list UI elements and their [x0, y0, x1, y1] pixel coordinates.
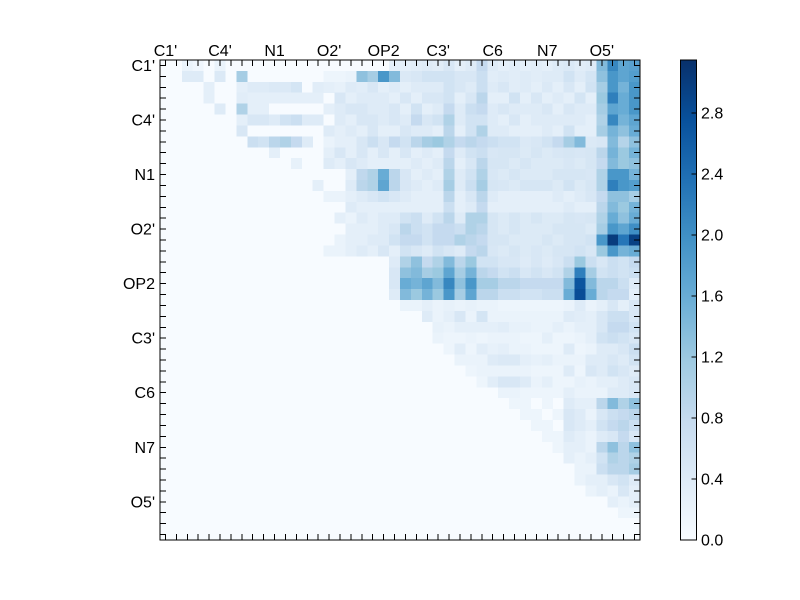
svg-text:2.8: 2.8 — [701, 106, 723, 123]
svg-text:0.8: 0.8 — [701, 411, 723, 428]
svg-text:O5': O5' — [590, 43, 614, 60]
svg-text:C3': C3' — [131, 331, 155, 348]
svg-text:OP2: OP2 — [123, 276, 155, 293]
svg-text:O2': O2' — [131, 222, 155, 239]
svg-text:0.0: 0.0 — [701, 533, 723, 550]
svg-text:0.4: 0.4 — [701, 472, 723, 489]
svg-text:N7: N7 — [135, 440, 156, 457]
svg-text:C3': C3' — [426, 43, 450, 60]
svg-text:N1: N1 — [264, 43, 285, 60]
svg-text:O5': O5' — [131, 494, 155, 511]
svg-text:2.4: 2.4 — [701, 167, 723, 184]
svg-text:C4': C4' — [131, 113, 155, 130]
svg-text:C1': C1' — [131, 58, 155, 75]
svg-text:OP2: OP2 — [368, 43, 400, 60]
svg-text:2.0: 2.0 — [701, 228, 723, 245]
svg-text:1.6: 1.6 — [701, 289, 723, 306]
svg-text:O2': O2' — [317, 43, 341, 60]
svg-text:C1': C1' — [154, 43, 178, 60]
svg-text:N7: N7 — [537, 43, 558, 60]
svg-text:N1: N1 — [135, 167, 156, 184]
svg-text:C6: C6 — [483, 43, 504, 60]
svg-text:1.2: 1.2 — [701, 350, 723, 367]
svg-text:C4': C4' — [208, 43, 232, 60]
svg-text:C6: C6 — [135, 385, 156, 402]
